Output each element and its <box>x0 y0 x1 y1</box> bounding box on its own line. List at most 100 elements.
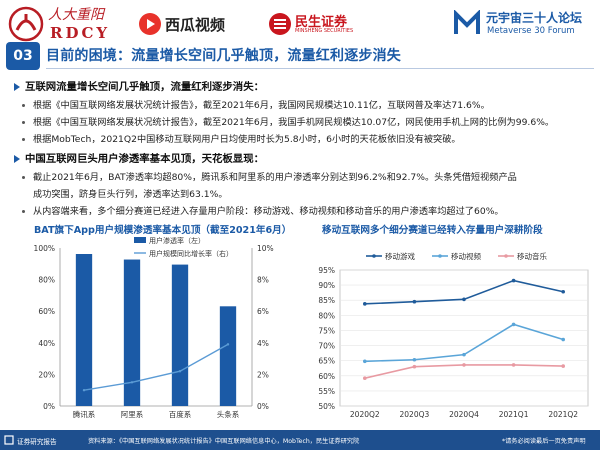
left-chart-title: BAT旗下App用户规模渗透率基本见顶（截至2021年6月） <box>34 225 292 236</box>
minsheng-logo: 民生证券 MINSHENG SECURITIES <box>268 10 386 38</box>
series-1-point-3 <box>462 297 466 302</box>
footer-brand: 证券研究报告 <box>17 438 57 446</box>
series-3-point-4 <box>511 363 516 367</box>
series-1-point-1 <box>363 302 367 306</box>
bullet-dot-icon <box>22 210 25 213</box>
block1-heading: 互联网流量增长空间几乎触顶，流量红利逐步消失： <box>14 78 264 93</box>
left-y-tick-label: 20% <box>38 370 55 379</box>
legend-label-3: 移动音乐 <box>517 251 547 261</box>
x-tick-label: 2020Q3 <box>400 410 430 419</box>
x-tick-label: 百度系 <box>169 409 192 419</box>
footer-source: 资料来源：《中国互联网络发展状况统计报告》中国互联网络信息中心，MobTech，… <box>88 438 360 445</box>
x-tick-label: 头条系 <box>217 409 240 419</box>
series-2-point-4 <box>511 322 516 327</box>
bullet-dot-icon <box>22 176 25 179</box>
bar-2 <box>123 259 141 406</box>
rdcy-logo: 人大重阳 RDCY <box>8 4 130 44</box>
growth-rate-point-4 <box>226 343 230 346</box>
triangle-bullet-icon <box>14 83 20 91</box>
y-tick-label: 70% <box>318 342 335 351</box>
legend-marker-3 <box>504 254 508 258</box>
bullet-dot-icon <box>22 104 25 107</box>
series-line-3 <box>364 364 564 379</box>
legend-marker-2 <box>438 254 442 258</box>
x-tick-label: 2020Q2 <box>350 410 380 419</box>
bullet-dot-icon <box>22 121 25 124</box>
right-chart-title: 移动互联网多个细分赛道已经转入存量用户深耕阶段 <box>322 225 543 236</box>
xigua-play-icon <box>139 13 161 35</box>
page-title: 目前的困境：流量增长空间几乎触顶，流量红利逐步消失 <box>46 48 401 64</box>
footer-bar: 证券研究报告 资料来源：《中国互联网络发展状况统计报告》中国互联网络信息中心，M… <box>0 430 600 450</box>
left-y-tick-label: 0% <box>43 402 55 411</box>
legend-label-1: 移动游戏 <box>385 251 415 261</box>
xigua-logo: 西瓜视频 <box>138 10 256 38</box>
left-y-tick-label: 80% <box>38 276 55 285</box>
y-tick-label: 85% <box>318 296 335 305</box>
bullet-text: 从内容端来看，多个细分赛道已经进入存量用户阶段：移动游戏、移动视频和移动音乐的用… <box>33 206 504 217</box>
series-1-point-5 <box>561 289 565 294</box>
legend-label-2: 移动视频 <box>451 251 481 261</box>
right-y-tick-label: 8% <box>257 276 269 285</box>
metaverse-logo: 元宇宙三十人论坛 Metaverse 30 Forum <box>454 6 596 42</box>
left-y-tick-label: 40% <box>38 339 55 348</box>
minsheng-en-name: MINSHENG SECURITIES <box>295 28 354 34</box>
bullet-dot-icon <box>22 138 25 141</box>
left-y-tick-label: 60% <box>38 307 55 316</box>
growth-rate-line <box>83 343 229 391</box>
legend-label-penetration: 用户渗透率（左） <box>149 236 205 245</box>
right-y-tick-label: 2% <box>257 370 269 379</box>
x-tick-label: 2021Q1 <box>499 410 529 419</box>
minsheng-cn-name: 民生证券 <box>295 15 348 30</box>
bullet-text: 根据MobTech，2021Q2中国移动互联网用户日均使用时长为5.8小时，6小… <box>33 134 461 145</box>
report-icon <box>4 435 14 445</box>
series-1-point-4 <box>511 278 516 283</box>
series-3-point-5 <box>561 364 565 368</box>
y-tick-label: 95% <box>318 266 335 275</box>
title-divider <box>46 68 594 69</box>
x-tick-label: 腾讯系 <box>73 409 96 419</box>
section-badge: 03 <box>6 42 40 70</box>
legend-label-growth: 用户规模同比增长率（右） <box>149 249 233 258</box>
right-y-tick-label: 6% <box>257 307 269 316</box>
y-tick-label: 60% <box>318 372 335 381</box>
metaverse-en-name: Metaverse 30 Forum <box>487 26 575 36</box>
bullet-text: 根据《中国互联网络发展状况统计报告》，截至2021年6月，我国网民规模达10.1… <box>33 100 490 111</box>
right-y-tick-label: 0% <box>257 402 269 411</box>
bar-4 <box>219 306 237 406</box>
y-tick-label: 65% <box>318 357 335 366</box>
xigua-name: 西瓜视频 <box>165 16 226 34</box>
legend-swatch-penetration <box>134 237 146 243</box>
rdcy-cn-name: 人大重阳 <box>48 7 104 23</box>
series-2-point-3 <box>462 352 466 357</box>
y-tick-label: 80% <box>318 311 335 320</box>
metaverse-cn-name: 元宇宙三十人论坛 <box>486 11 583 25</box>
y-tick-label: 75% <box>318 326 335 335</box>
block1-heading-text: 互联网流量增长空间几乎触顶，流量红利逐步消失： <box>25 81 264 93</box>
block1-bullet-2: 根据《中国互联网络发展状况统计报告》，截至2021年6月，我国手机网民规模达10… <box>22 114 554 128</box>
left-y-tick-label: 100% <box>34 244 55 253</box>
growth-rate-point-3 <box>178 370 182 373</box>
series-2-point-2 <box>412 357 417 362</box>
block1-bullet-1: 根据《中国互联网络发展状况统计报告》，截至2021年6月，我国网民规模达10.1… <box>22 97 490 111</box>
right-y-tick-label: 4% <box>257 339 269 348</box>
rdcy-seal-icon <box>8 6 44 42</box>
x-tick-label: 2021Q2 <box>548 410 578 419</box>
x-tick-label: 阿里系 <box>121 409 144 419</box>
series-2-point-5 <box>561 337 565 342</box>
bar-3 <box>171 264 189 406</box>
triangle-bullet-icon <box>14 155 20 163</box>
footer-disclaimer: *请务必阅读最后一页免责声明 <box>502 438 586 445</box>
bullet-text: 截止2021年6月，BAT渗透率均超80%，腾讯系和阿里系的用户渗透率分别达到9… <box>33 172 517 183</box>
right-y-tick-label: 10% <box>257 244 274 253</box>
plot-frame <box>339 269 589 407</box>
legend-marker-1 <box>372 254 376 258</box>
x-tick-label: 2020Q4 <box>449 410 479 419</box>
growth-rate-point-2 <box>130 381 134 384</box>
series-1-point-2 <box>412 299 417 304</box>
rdcy-en-name: RDCY <box>50 24 111 42</box>
series-2-point-1 <box>363 359 367 364</box>
bar-1 <box>75 254 93 406</box>
block1-bullet-3: 根据MobTech，2021Q2中国移动互联网用户日均使用时长为5.8小时，6小… <box>22 131 461 145</box>
block2-bullet-1: 截止2021年6月，BAT渗透率均超80%，腾讯系和阿里系的用户渗透率分别达到9… <box>22 169 517 183</box>
growth-rate-point-1 <box>82 389 86 392</box>
